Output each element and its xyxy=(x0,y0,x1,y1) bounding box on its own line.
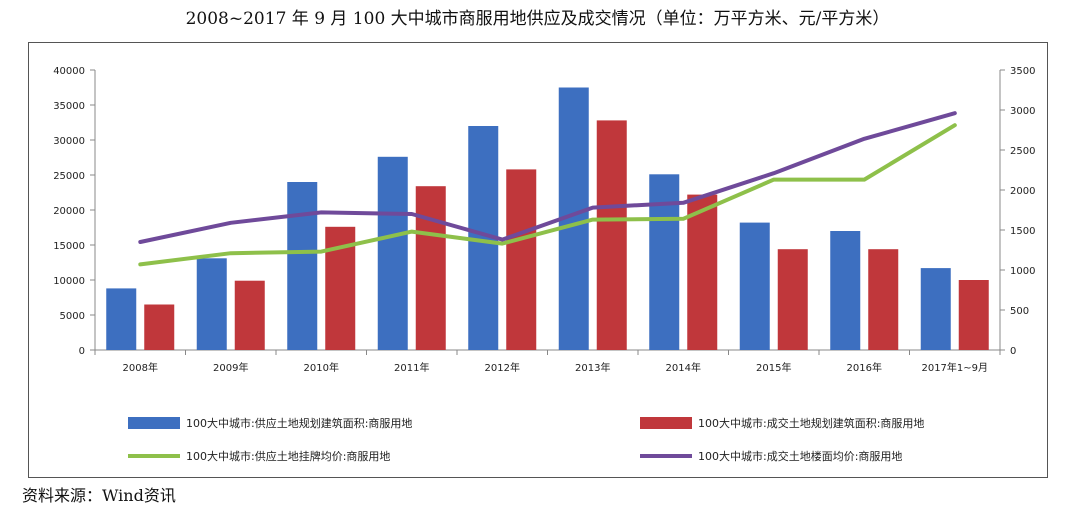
right-tick-label: 3000 xyxy=(1010,106,1035,117)
line-point xyxy=(501,243,503,245)
left-tick-label: 40000 xyxy=(53,66,85,77)
line-point xyxy=(592,207,594,209)
bar-supply-area xyxy=(920,268,951,350)
line-point xyxy=(230,252,232,254)
legend-swatch-bar xyxy=(640,417,692,429)
line-point xyxy=(863,138,865,140)
legend-label: 100大中城市:供应土地挂牌均价:商服用地 xyxy=(186,449,390,463)
left-tick-label: 35000 xyxy=(53,101,85,112)
line-point xyxy=(592,219,594,221)
line-point xyxy=(773,172,775,174)
line-point xyxy=(954,124,956,126)
right-tick-label: 1000 xyxy=(1010,266,1035,277)
line-point xyxy=(320,211,322,213)
x-tick-label: 2011年 xyxy=(394,361,429,374)
bar-deal-area xyxy=(234,280,265,350)
left-tick-label: 10000 xyxy=(53,276,85,287)
chart-title: 2008~2017 年 9 月 100 大中城市商服用地供应及成交情况（单位：万… xyxy=(185,9,890,29)
legend-swatch-bar xyxy=(128,417,180,429)
bar-deal-area xyxy=(777,249,808,350)
chart-frame xyxy=(28,42,1048,478)
bar-supply-area xyxy=(287,182,318,350)
line-point xyxy=(139,263,141,265)
line-point xyxy=(411,213,413,215)
bar-supply-area xyxy=(830,231,861,350)
line-point xyxy=(501,239,503,241)
left-tick-label: 30000 xyxy=(53,136,85,147)
x-tick-label: 2013年 xyxy=(575,361,610,374)
right-tick-label: 1500 xyxy=(1010,226,1035,237)
left-tick-label: 20000 xyxy=(53,206,85,217)
line-point xyxy=(230,222,232,224)
line-point xyxy=(773,179,775,181)
left-tick-label: 5000 xyxy=(60,311,85,322)
bar-supply-area xyxy=(739,222,770,350)
x-tick-label: 2015年 xyxy=(756,361,791,374)
bar-deal-area xyxy=(958,280,989,350)
left-tick-label: 15000 xyxy=(53,241,85,252)
bar-deal-area xyxy=(687,194,718,350)
bar-deal-area xyxy=(868,249,899,350)
x-tick-label: 2017年1~9月 xyxy=(921,361,988,374)
legend-label: 100大中城市:供应土地规划建筑面积:商服用地 xyxy=(186,416,412,430)
source-note: 资料来源：Wind资讯 xyxy=(22,486,176,505)
line-point xyxy=(954,112,956,114)
right-tick-label: 0 xyxy=(1010,346,1016,357)
bar-deal-area xyxy=(144,304,175,350)
bar-supply-area xyxy=(377,156,408,350)
line-point xyxy=(863,179,865,181)
right-tick-label: 500 xyxy=(1010,306,1029,317)
bar-deal-area xyxy=(596,120,627,351)
line-point xyxy=(139,241,141,243)
line-point xyxy=(682,202,684,204)
bar-supply-area xyxy=(106,288,137,350)
line-supply-price xyxy=(138,123,957,267)
line-point xyxy=(682,218,684,220)
right-tick-label: 2500 xyxy=(1010,146,1035,157)
left-tick-label: 25000 xyxy=(53,171,85,182)
line-deal-floor-price xyxy=(138,111,957,244)
legend-label: 100大中城市:成交土地规划建筑面积:商服用地 xyxy=(698,416,924,430)
bar-deal-area xyxy=(506,169,537,350)
chart-canvas: 0500010000150002000025000300003500040000… xyxy=(53,66,1035,463)
x-tick-label: 2014年 xyxy=(666,361,701,374)
right-tick-label: 2000 xyxy=(1010,186,1035,197)
bar-supply-area xyxy=(196,258,227,350)
right-tick-label: 3500 xyxy=(1010,66,1035,77)
legend-label: 100大中城市:成交土地楼面均价:商服用地 xyxy=(698,449,902,463)
bar-deal-area xyxy=(415,186,446,350)
bar-supply-area xyxy=(649,174,680,350)
x-tick-label: 2009年 xyxy=(213,361,248,374)
x-tick-label: 2016年 xyxy=(847,361,882,374)
line-point xyxy=(411,231,413,233)
x-tick-label: 2012年 xyxy=(485,361,520,374)
x-tick-label: 2010年 xyxy=(304,361,339,374)
x-tick-label: 2008年 xyxy=(123,361,158,374)
line-point xyxy=(320,251,322,253)
left-tick-label: 0 xyxy=(79,346,85,357)
